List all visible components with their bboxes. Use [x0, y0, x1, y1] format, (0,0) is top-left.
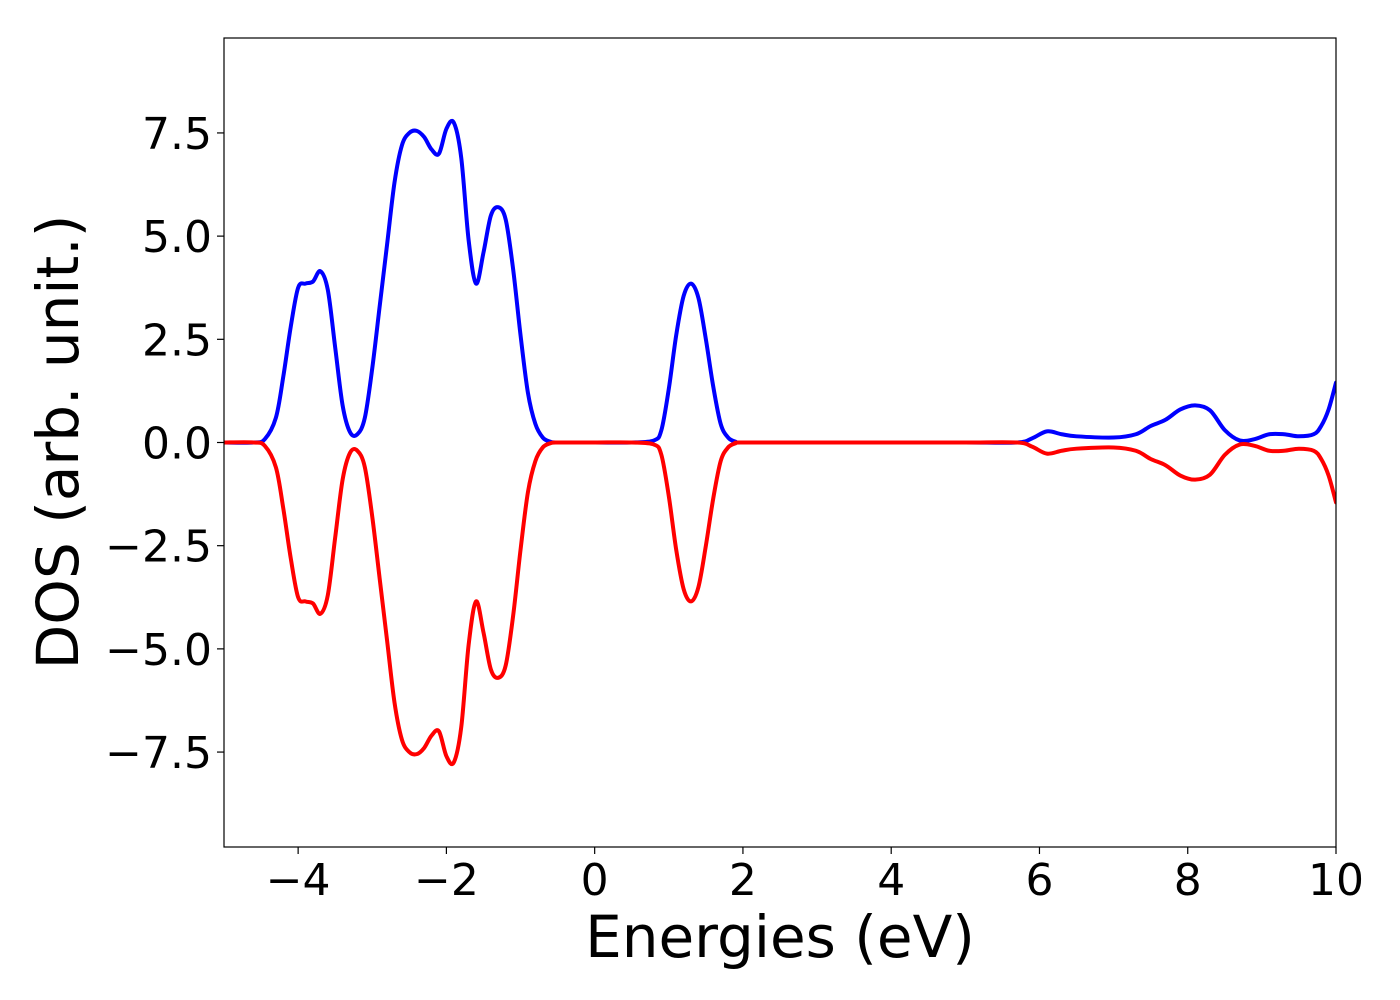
y-tick-label: −2.5 [105, 522, 212, 573]
y-tick-label: −7.5 [105, 728, 212, 779]
x-tick-label: −4 [266, 855, 331, 906]
series-layer [224, 118, 1336, 767]
x-tick-label: 8 [1174, 855, 1202, 906]
y-tick-label: −5.0 [105, 625, 212, 676]
spin-down-line [224, 440, 1336, 767]
x-tick-label: 10 [1308, 855, 1364, 906]
x-tick-label: 4 [877, 855, 905, 906]
x-tick-label: 2 [729, 855, 757, 906]
x-tick-label: 0 [581, 855, 609, 906]
x-tick-label: −2 [414, 855, 479, 906]
y-tick-label: 7.5 [142, 109, 212, 160]
y-tick-label: 2.5 [142, 315, 212, 366]
y-axis-label: DOS (arb. unit.) [24, 215, 92, 670]
x-axis: −4 −2 0 2 4 6 8 10 [266, 847, 1364, 906]
y-tick-label: 5.0 [142, 212, 212, 263]
x-tick-label: 6 [1025, 855, 1053, 906]
y-axis: 7.5 5.0 2.5 0.0 −2.5 −5.0 −7.5 [105, 109, 224, 779]
y-tick-label: 0.0 [142, 419, 212, 470]
x-axis-label: Energies (eV) [585, 903, 975, 971]
